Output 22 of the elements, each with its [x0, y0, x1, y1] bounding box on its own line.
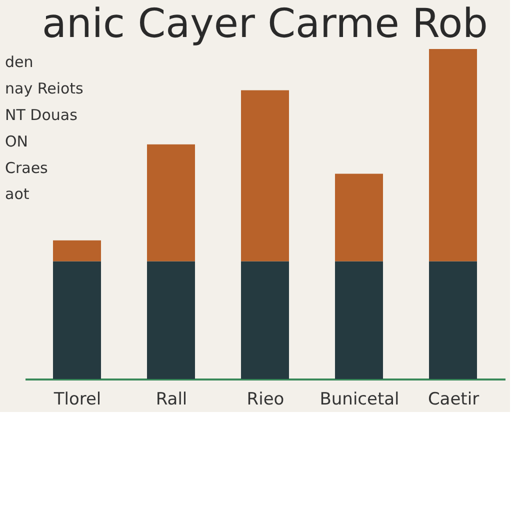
bar — [429, 49, 477, 262]
bar — [147, 261, 195, 379]
bar — [335, 174, 383, 262]
x-tick-label: Bunicetal — [320, 390, 400, 410]
x-tick-label: Rieo — [246, 390, 284, 410]
x-tick-label: Rall — [156, 390, 188, 410]
bar — [147, 144, 195, 262]
annotation: ON — [5, 132, 28, 150]
x-tick-label: Caetir — [428, 390, 480, 410]
x-tick-label: Tlorel — [52, 390, 102, 410]
annotation: nay Reiots — [5, 80, 84, 98]
bar — [53, 261, 101, 379]
annotation: Craes — [5, 158, 48, 177]
annotation: NT Douas — [5, 106, 78, 124]
bar — [241, 261, 289, 379]
annotation: aot — [5, 185, 30, 204]
bar — [53, 240, 101, 262]
bar — [429, 261, 477, 379]
annotation: den — [5, 53, 34, 72]
bar — [241, 90, 289, 262]
bar — [335, 261, 383, 379]
chart-title: anic Cayer Carme Rob — [42, 1, 488, 47]
